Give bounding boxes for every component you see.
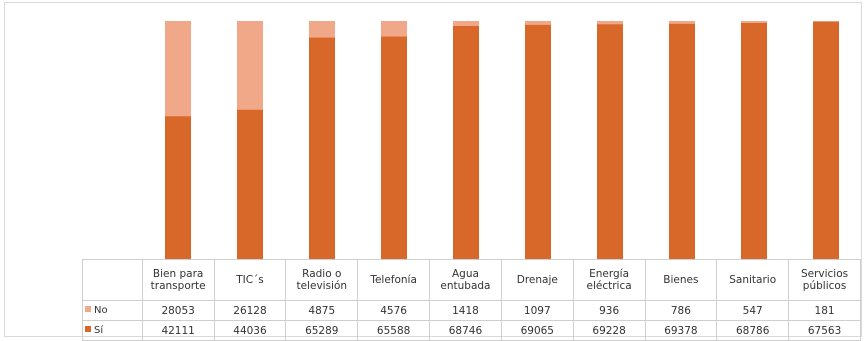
category-label: TIC´s — [213, 259, 287, 301]
category-label: Drenaje — [500, 259, 574, 301]
data-label: 69228 — [572, 320, 646, 341]
category-label: Sanitario — [716, 259, 790, 301]
bar-si-8 — [741, 22, 767, 259]
data-label: 1418 — [429, 300, 502, 321]
data-label: 44036 — [213, 320, 287, 341]
category-label: Agua entubada — [429, 259, 502, 301]
data-label: 65289 — [285, 320, 359, 341]
bar-si-6 — [597, 24, 623, 259]
bar-no-1 — [237, 21, 263, 110]
chart-plot-area — [165, 21, 839, 259]
table-header-row: Bien para transporte TIC´s Radio o telev… — [82, 259, 861, 301]
data-label: 68786 — [716, 320, 790, 341]
bar-si-4 — [453, 25, 479, 259]
data-label: 936 — [572, 300, 646, 321]
bar-no-9 — [813, 21, 839, 22]
data-label: 4875 — [285, 300, 359, 321]
category-label: Bien para transporte — [141, 259, 215, 301]
data-label: 1097 — [500, 300, 574, 321]
legend-swatch-no — [85, 306, 91, 312]
bar-no-8 — [741, 21, 767, 23]
data-label: 69378 — [644, 320, 718, 341]
data-label: 28053 — [141, 300, 215, 321]
series-name: Sí — [94, 324, 104, 336]
bar-no-7 — [669, 21, 695, 24]
data-label: 26128 — [213, 300, 287, 321]
bar-si-0 — [165, 116, 191, 259]
bar-no-4 — [453, 21, 479, 26]
category-label: Radio o televisión — [285, 259, 359, 301]
legend-entry-si: Sí — [82, 320, 143, 341]
series-name: No — [94, 304, 108, 316]
data-label: 786 — [644, 300, 718, 321]
bar-si-9 — [813, 21, 839, 259]
bar-si-3 — [381, 36, 407, 259]
data-label: 42111 — [141, 320, 215, 341]
bar-si-7 — [669, 23, 695, 259]
bar-no-2 — [309, 21, 335, 38]
table-corner-cell — [82, 259, 143, 301]
bar-si-5 — [525, 24, 551, 259]
bar-no-0 — [165, 21, 191, 117]
legend-swatch-si — [85, 326, 91, 332]
bar-no-6 — [597, 21, 623, 25]
legend-entry-no: No — [82, 300, 143, 321]
bar-si-1 — [237, 109, 263, 259]
data-label: 67563 — [788, 320, 861, 341]
data-label: 181 — [788, 300, 861, 321]
data-label: 4576 — [357, 300, 431, 321]
bar-si-2 — [309, 37, 335, 259]
table-row-si: Sí 42111 44036 65289 65588 68746 69065 6… — [82, 320, 861, 341]
table-row-no: No 28053 26128 4875 4576 1418 1097 936 7… — [82, 300, 861, 321]
category-label: Telefonía — [357, 259, 431, 301]
data-label: 547 — [716, 300, 790, 321]
category-label: Energía eléctrica — [572, 259, 646, 301]
data-label: 65588 — [357, 320, 431, 341]
data-label: 68746 — [429, 320, 502, 341]
data-label: 69065 — [500, 320, 574, 341]
bar-no-5 — [525, 21, 551, 25]
category-label: Servicios públicos — [788, 259, 861, 301]
data-table: Bien para transporte TIC´s Radio o telev… — [82, 259, 861, 341]
category-label: Bienes — [644, 259, 718, 301]
chart-frame: Bien para transporte TIC´s Radio o telev… — [4, 2, 862, 341]
bar-no-3 — [381, 21, 407, 37]
